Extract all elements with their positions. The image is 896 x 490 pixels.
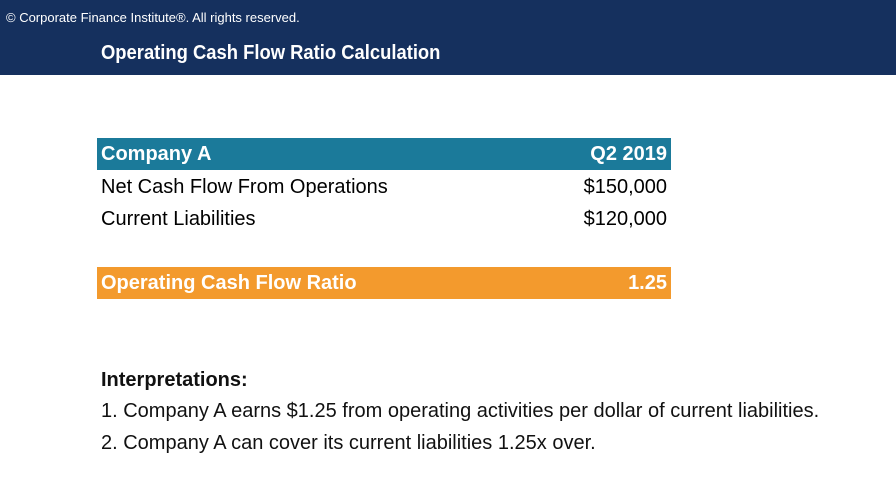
cell: Net Cash Flow From Operations [101,176,388,198]
copyright: © Corporate Finance Institute®. All righ… [6,10,300,25]
table-row: Current Liabilities $120,000 [97,203,671,235]
interpretation: 1. Company A earns $1.25 from operating … [101,400,820,422]
cell: Current Liabilities [101,208,256,230]
result-row: Operating Cash Flow Ratio 1.25 [97,267,671,299]
header-cell: Company A [101,143,212,165]
cell: 1.25 [628,272,667,294]
cell: $150,000 [583,176,667,198]
table-row: Net Cash Flow From Operations $150,000 [97,171,671,203]
header-bar: © Corporate Finance Institute®. All righ… [0,0,896,75]
section-title: Interpretations: [101,369,248,391]
table-header: Company A Q2 2019 [97,138,671,170]
interpretation: 2. Company A can cover its current liabi… [101,432,596,454]
cell: Operating Cash Flow Ratio [101,272,357,294]
header-cell: Q2 2019 [590,143,667,165]
page-title: Operating Cash Flow Ratio Calculation [101,42,441,64]
cell: $120,000 [583,208,667,230]
